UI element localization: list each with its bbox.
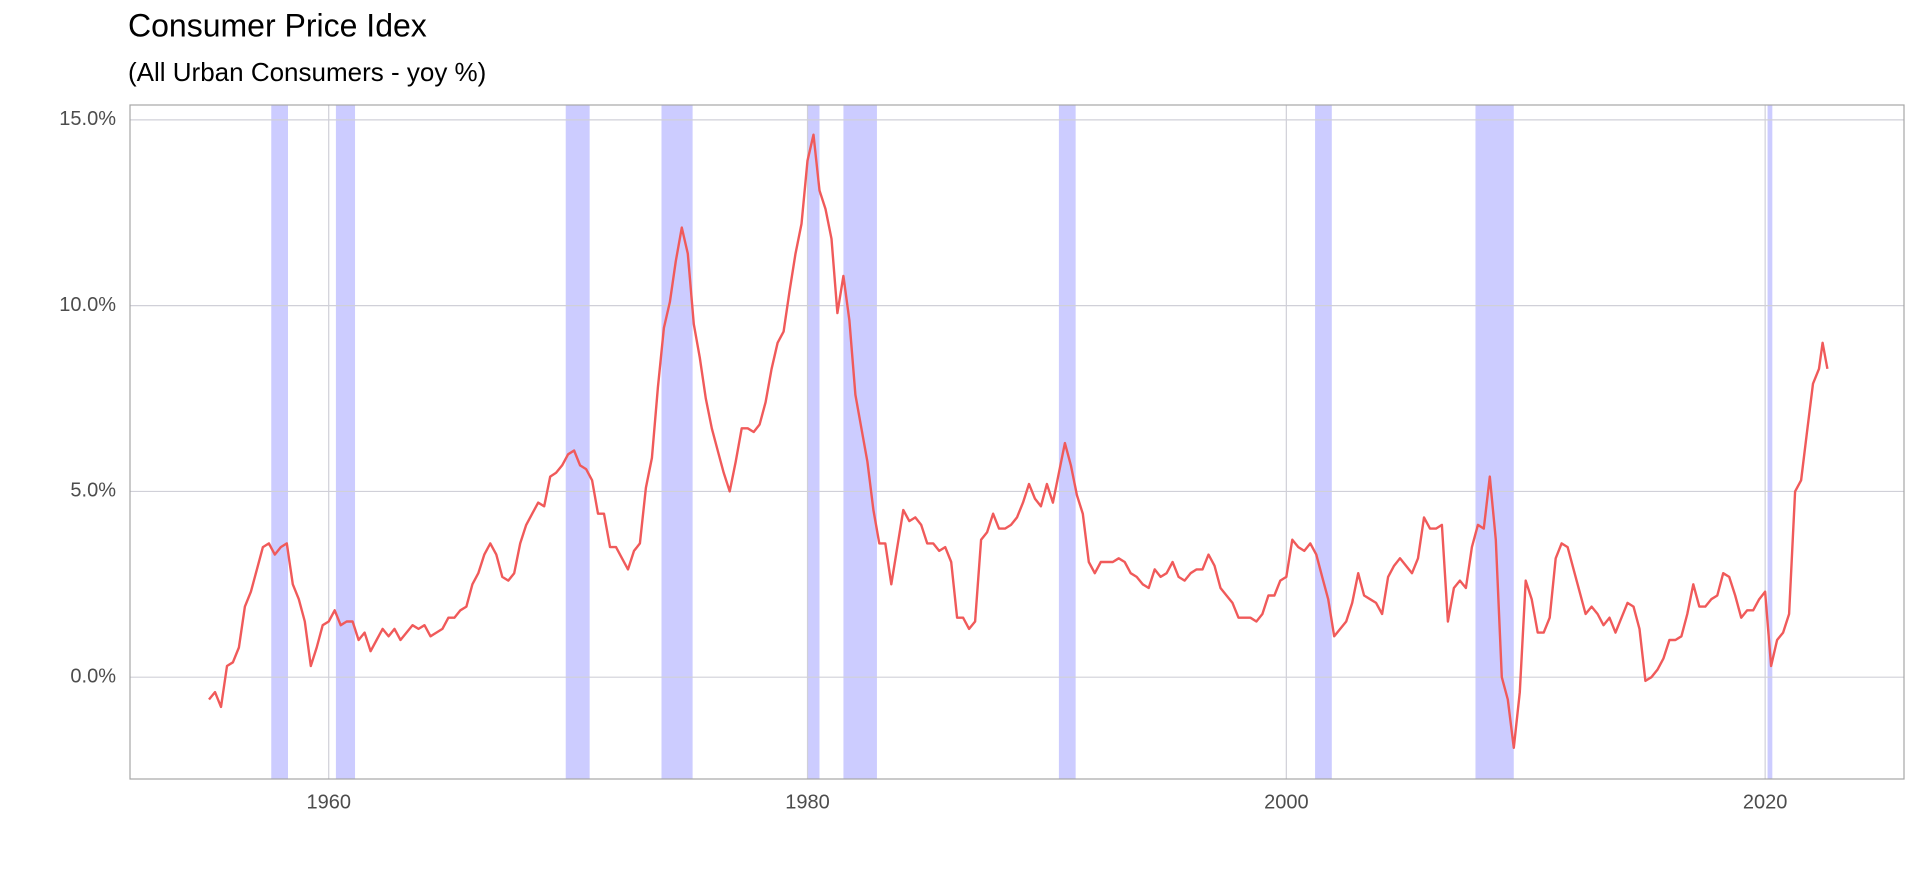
recession-band xyxy=(1058,105,1076,779)
y-tick-label: 10.0% xyxy=(59,294,116,316)
recession-band xyxy=(843,105,877,779)
cpi-line xyxy=(208,133,1829,749)
x-tick-label: 2000 xyxy=(1264,791,1309,813)
panel-border xyxy=(129,104,1905,780)
shading-layer xyxy=(271,105,1773,779)
recession-band xyxy=(1475,105,1514,779)
chart-title: Consumer Price Idex xyxy=(128,7,427,43)
recession-band xyxy=(1767,105,1773,779)
recession-band xyxy=(1315,105,1332,779)
y-tick-label: 5.0% xyxy=(70,480,116,502)
recession-band xyxy=(565,105,590,779)
recession-band xyxy=(661,105,693,779)
x-tick-label: 1960 xyxy=(306,791,351,813)
recession-band xyxy=(807,105,820,779)
plot-layer xyxy=(208,133,1829,749)
x-tick-label: 2020 xyxy=(1743,791,1788,813)
x-tick-label: 1980 xyxy=(785,791,830,813)
chart-subtitle: (All Urban Consumers - yoy %) xyxy=(128,57,486,87)
grid-layer xyxy=(130,105,1904,779)
y-tick-label: 0.0% xyxy=(70,665,116,687)
recession-band xyxy=(335,105,356,779)
y-tick-label: 15.0% xyxy=(59,108,116,130)
recession-band xyxy=(271,105,289,779)
